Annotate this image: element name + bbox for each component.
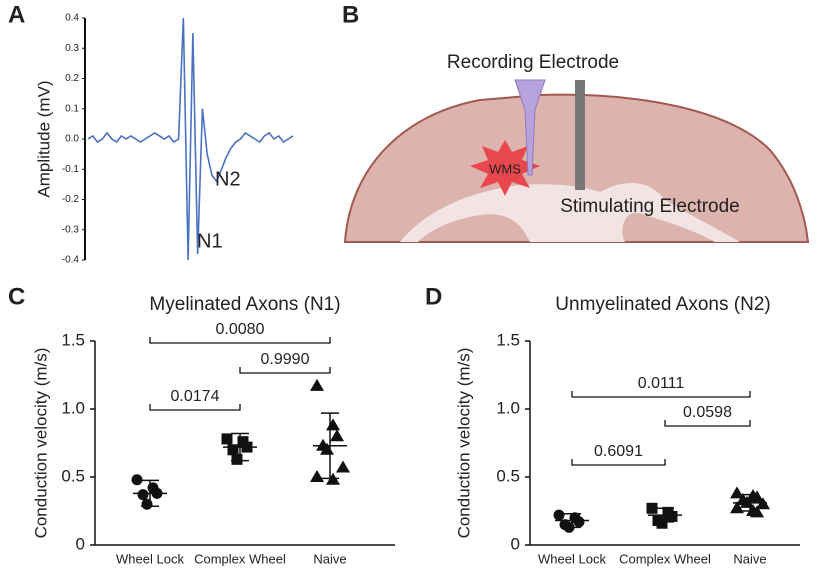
data-point [310, 378, 324, 391]
p-value: 0.0598 [683, 404, 732, 421]
y-axis-label: Conduction velocity (m/s) [31, 348, 50, 539]
panel-letter: C [8, 283, 25, 310]
chart-title: Myelinated Axons (N1) [149, 294, 340, 315]
stimulating-electrode [575, 80, 585, 190]
data-point [740, 495, 754, 508]
y-axis-label: Amplitude (mV) [34, 80, 53, 197]
y-tick-label: 0.1 [65, 103, 79, 114]
y-tick-label: -0.4 [62, 255, 80, 266]
data-point [151, 487, 163, 499]
y-tick-label: -0.1 [62, 164, 80, 175]
y-tick-label: 0.0 [65, 134, 79, 145]
data-point [573, 516, 585, 528]
y-tick-label: 0.2 [65, 73, 79, 84]
x-tick-label: Naive [733, 551, 766, 566]
significance-bracket [149, 404, 241, 411]
p-value: 0.6091 [594, 443, 643, 460]
panel-letter: D [425, 283, 442, 310]
x-tick-label: Wheel Lock [116, 551, 184, 566]
y-tick-label: 1.5 [61, 330, 85, 349]
data-point [750, 505, 764, 518]
data-point [221, 433, 233, 445]
p-value: 0.9990 [261, 351, 310, 368]
y-tick-label: 0.5 [496, 466, 520, 485]
y-tick-label: 1.0 [61, 398, 85, 417]
data-point [320, 442, 334, 455]
y-axis-label: Conduction velocity (m/s) [454, 348, 473, 539]
data-point [137, 489, 149, 501]
data-point [227, 444, 239, 456]
significance-bracket [571, 459, 666, 466]
diagram-label: Recording Electrode [447, 52, 619, 73]
data-point [730, 501, 744, 514]
data-point [756, 497, 770, 510]
significance-bracket [664, 420, 751, 427]
y-tick-label: 0.5 [61, 466, 85, 485]
p-value: 0.0174 [171, 388, 220, 405]
data-point [666, 510, 678, 522]
wms-lesion [470, 140, 540, 196]
x-tick-label: Wheel Lock [538, 551, 606, 566]
white-matter [400, 182, 740, 242]
data-point [750, 490, 764, 503]
diagram-label: WMS [489, 161, 521, 176]
y-tick-label: 0.3 [65, 43, 79, 54]
y-tick-label: 1.5 [496, 330, 520, 349]
diagram-label: Stimulating Electrode [560, 196, 740, 217]
y-tick-label: 0 [76, 534, 85, 553]
significance-bracket [571, 391, 751, 398]
x-tick-label: Complex Wheel [194, 551, 286, 566]
data-point [646, 502, 658, 514]
chart-title: Unmyelinated Axons (N2) [555, 294, 770, 315]
data-point [141, 498, 153, 510]
data-point [241, 441, 253, 453]
significance-bracket [239, 367, 331, 374]
x-tick-label: Complex Wheel [619, 551, 711, 566]
x-tick-label: Naive [313, 551, 346, 566]
data-point [336, 460, 350, 473]
y-tick-label: 0 [511, 534, 520, 553]
data-point [656, 517, 668, 529]
trace [87, 17, 294, 261]
y-tick-label: -0.2 [62, 194, 80, 205]
y-tick-label: 0.4 [65, 13, 79, 24]
panel-letter: B [342, 1, 359, 28]
recording-electrode [514, 79, 546, 176]
panel-letter: A [8, 1, 25, 28]
p-value: 0.0111 [638, 375, 685, 392]
data-point [563, 521, 575, 533]
y-tick-label: 1.0 [496, 398, 520, 417]
data-point [131, 474, 143, 486]
data-point [326, 472, 340, 485]
data-point [553, 509, 565, 521]
data-point [730, 486, 744, 499]
annotation: N1 [197, 230, 223, 252]
data-point [231, 453, 243, 465]
data-point [330, 429, 344, 442]
annotation: N2 [215, 168, 241, 190]
p-value: 0.0080 [216, 321, 265, 338]
brain-diagram [343, 79, 810, 243]
y-tick-label: -0.3 [62, 224, 80, 235]
data-point [326, 418, 340, 431]
data-point [310, 470, 324, 482]
significance-bracket [149, 337, 331, 344]
